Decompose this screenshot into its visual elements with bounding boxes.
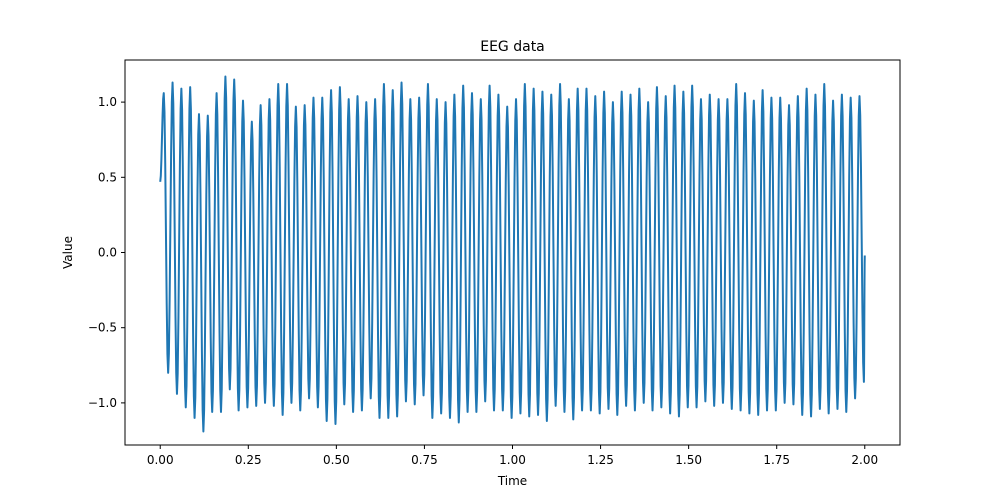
x-tick-label: 2.00 [851, 453, 878, 467]
chart-title: EEG data [480, 39, 545, 55]
x-tick-label: 0.00 [147, 453, 174, 467]
x-tick-label: 0.25 [235, 453, 262, 467]
y-tick-label: 1.0 [98, 95, 117, 109]
x-axis-label: Time [497, 474, 527, 488]
x-tick-label: 1.75 [763, 453, 790, 467]
series-line-eeg [159, 75, 866, 433]
x-tick-label: 0.50 [323, 453, 350, 467]
x-tick-label: 0.75 [411, 453, 438, 467]
plot-area [159, 75, 866, 433]
x-axis-ticks: 0.00 0.25 0.50 0.75 1.00 1.25 1.50 1.75 2.00 [147, 445, 878, 467]
y-axis-label: Value [61, 236, 75, 269]
y-tick-label: 0.5 [98, 170, 117, 184]
y-tick-label: −0.5 [88, 321, 117, 335]
x-tick-label: 1.50 [675, 453, 702, 467]
x-tick-label: 1.00 [499, 453, 526, 467]
x-tick-label: 1.25 [587, 453, 614, 467]
axes-frame [124, 59, 901, 446]
y-tick-label: 0.0 [98, 246, 117, 260]
y-axis-ticks: −1.0 −0.5 0.0 0.5 1.0 [88, 95, 125, 410]
y-tick-label: −1.0 [88, 396, 117, 410]
